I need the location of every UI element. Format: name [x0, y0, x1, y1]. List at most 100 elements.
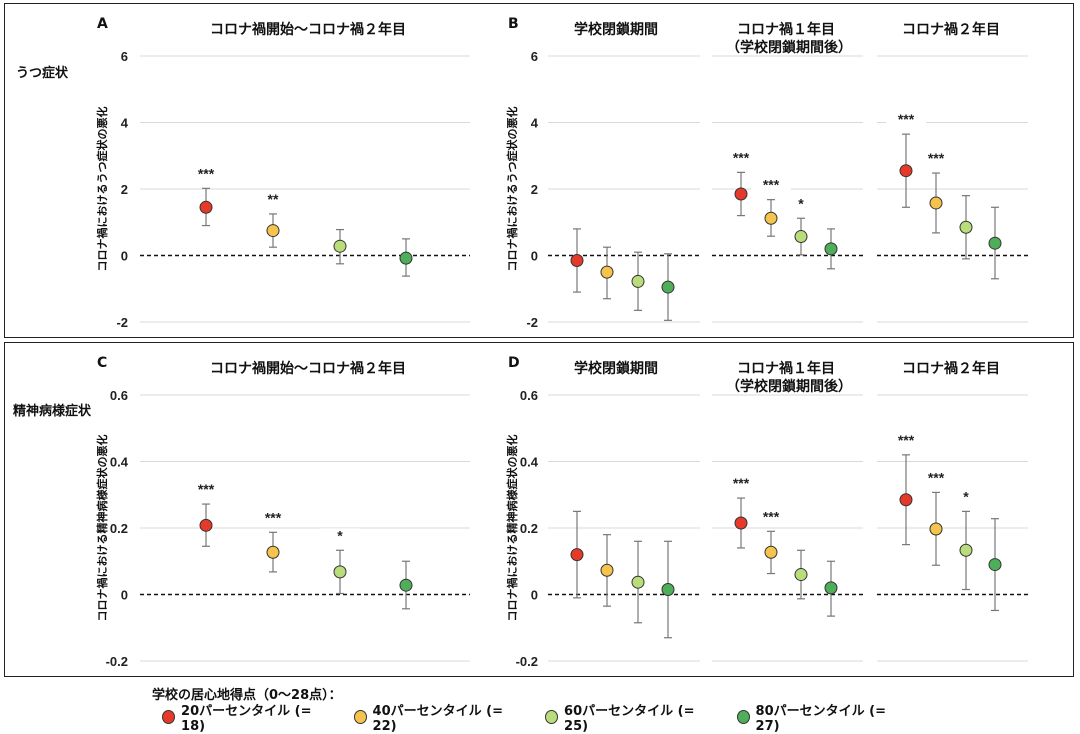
- ytick-label: 0: [531, 588, 538, 603]
- data-point-p20: [570, 548, 584, 562]
- significance-backing: [721, 150, 761, 165]
- ytick-label: 0.2: [110, 521, 128, 536]
- significance-backing: [253, 191, 293, 206]
- data-point-p20: [734, 187, 748, 201]
- data-point-p40: [266, 545, 280, 559]
- ytick-label: 0.6: [520, 388, 538, 403]
- significance-backing: [751, 177, 791, 192]
- panel-title-d-year2: コロナ禍２年目: [902, 361, 1000, 377]
- legend-item-p40: 40パーセンタイル (= 22): [353, 700, 520, 734]
- panel-title-b: 学校閉鎖期間: [574, 22, 658, 38]
- ytick-label: 2: [531, 182, 538, 197]
- data-point-p40: [266, 224, 280, 238]
- panel-title-a: コロナ禍開始〜コロナ禍２年目: [210, 22, 406, 38]
- data-point-p40: [600, 563, 614, 577]
- legend-label-p60: 60パーセンタイル (= 25): [564, 704, 695, 734]
- panel-title-b-year2: コロナ禍２年目: [902, 22, 1000, 38]
- significance-backing: [916, 151, 956, 166]
- legend-label-p40: 40パーセンタイル (= 22): [372, 704, 503, 734]
- row-label-depression: うつ症状: [16, 66, 69, 81]
- significance-backing: [751, 509, 791, 524]
- significance-backing: [186, 166, 226, 181]
- data-point-p80: [824, 581, 838, 595]
- data-point-p20: [734, 516, 748, 530]
- ytick-label: 0.4: [520, 455, 539, 470]
- significance-label: *: [337, 527, 343, 543]
- data-point-p80: [988, 236, 1002, 250]
- panel-title-b-year1: コロナ禍１年目: [737, 22, 835, 38]
- panel-title-c: コロナ禍開始〜コロナ禍２年目: [210, 361, 406, 377]
- data-point-p20: [199, 518, 213, 532]
- legend: 20パーセンタイル (= 18) 40パーセンタイル (= 22) 60パーセン…: [162, 700, 902, 734]
- data-point-p60: [333, 239, 347, 253]
- ytick-label: 0.4: [110, 455, 129, 470]
- data-point-p60: [959, 220, 973, 234]
- panel-letter-b: B: [508, 16, 519, 32]
- data-point-p40: [929, 522, 943, 536]
- panel-subtitle-b-year1: （学校閉鎖期間後）: [726, 40, 852, 56]
- ytick-label: 6: [121, 49, 128, 64]
- data-point-p20: [570, 253, 584, 267]
- significance-label: ***: [763, 177, 780, 193]
- ytick-label: 4: [121, 116, 129, 131]
- data-point-p80: [824, 242, 838, 256]
- significance-label: ***: [763, 508, 780, 524]
- significance-label: **: [268, 191, 279, 207]
- significance-backing: [781, 196, 821, 211]
- ytick-label: -0.2: [106, 654, 128, 669]
- data-point-p80: [399, 578, 413, 592]
- panel-letter-c: C: [97, 355, 108, 371]
- y-axis-label: コロナ禍におけるうつ症状の悪化: [505, 107, 519, 272]
- ytick-label: 6: [531, 49, 538, 64]
- legend-marker-p40: [353, 710, 367, 724]
- significance-backing: [721, 476, 761, 491]
- data-point-p60: [333, 565, 347, 579]
- panel-title-d: 学校閉鎖期間: [574, 361, 658, 377]
- data-point-p40: [600, 265, 614, 279]
- panel-subtitle-d-year1: （学校閉鎖期間後）: [726, 379, 852, 395]
- ytick-label: -2: [526, 315, 538, 330]
- significance-label: ***: [928, 469, 945, 485]
- ytick-label: 0: [121, 249, 128, 264]
- significance-label: ***: [265, 509, 282, 525]
- significance-label: ***: [198, 481, 215, 497]
- data-point-p60: [631, 274, 645, 288]
- data-point-p40: [929, 196, 943, 210]
- data-point-p80: [661, 280, 675, 294]
- y-axis-label: コロナ禍におけるうつ症状の悪化: [95, 107, 109, 272]
- ytick-label: -0.2: [516, 654, 538, 669]
- data-point-p60: [631, 575, 645, 589]
- ytick-label: 0: [121, 588, 128, 603]
- row-label-psychotic: 精神病様症状: [13, 404, 92, 419]
- significance-backing: [946, 489, 986, 504]
- ytick-label: 4: [531, 116, 539, 131]
- data-point-p40: [764, 545, 778, 559]
- legend-item-p80: 80パーセンタイル (= 27): [736, 700, 903, 734]
- significance-backing: [916, 470, 956, 485]
- data-point-p20: [899, 493, 913, 507]
- significance-backing: [186, 482, 226, 497]
- legend-item-p60: 60パーセンタイル (= 25): [545, 700, 711, 734]
- data-point-p20: [199, 200, 213, 214]
- significance-label: ***: [733, 149, 750, 165]
- significance-label: ***: [198, 165, 215, 181]
- significance-label: *: [963, 488, 969, 504]
- panel-letter-a: A: [97, 16, 108, 32]
- row-depression-frame: [4, 3, 1074, 338]
- legend-marker-p20: [162, 710, 176, 724]
- ytick-label: 0.6: [110, 388, 128, 403]
- y-axis-label: コロナ禍における精神病様症状の悪化: [95, 435, 109, 622]
- legend-item-p20: 20パーセンタイル (= 18): [162, 700, 328, 734]
- legend-marker-p60: [545, 710, 559, 724]
- ytick-label: 0.2: [520, 521, 538, 536]
- data-point-p80: [399, 251, 413, 265]
- data-point-p60: [794, 230, 808, 244]
- data-point-p80: [661, 583, 675, 597]
- significance-label: ***: [898, 111, 915, 127]
- data-point-p60: [959, 543, 973, 557]
- significance-label: *: [798, 195, 804, 211]
- significance-label: ***: [733, 475, 750, 491]
- legend-label-p80: 80パーセンタイル (= 27): [755, 704, 886, 734]
- significance-label: ***: [898, 432, 915, 448]
